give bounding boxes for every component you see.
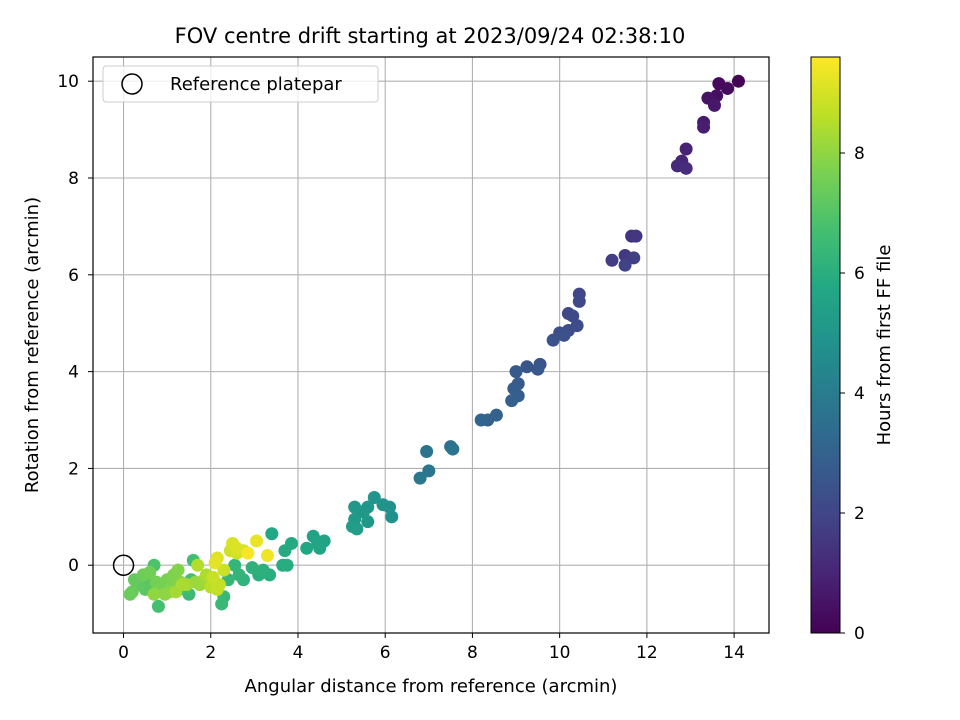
- data-point: [313, 541, 327, 555]
- data-point: [413, 471, 427, 485]
- data-point: [721, 81, 735, 95]
- data-point: [627, 251, 641, 265]
- colorbar-label: Hours from first FF file: [874, 245, 895, 446]
- data-point: [241, 546, 255, 560]
- data-point: [697, 120, 711, 134]
- data-point: [143, 565, 157, 579]
- data-point: [566, 309, 580, 323]
- data-point: [228, 558, 242, 572]
- x-axis-label: Angular distance from reference (arcmin): [245, 676, 618, 697]
- data-point: [171, 563, 185, 577]
- colorbar-tick-label: 4: [854, 384, 865, 404]
- x-tick-label: 4: [293, 643, 304, 663]
- data-point: [348, 500, 362, 514]
- data-point: [531, 362, 545, 376]
- legend: Reference platepar: [102, 65, 379, 103]
- data-point: [206, 570, 220, 584]
- x-tick-label: 2: [205, 643, 216, 663]
- plot-frame: [92, 56, 770, 634]
- x-tick-label: 14: [723, 643, 745, 663]
- colorbar-ticks: 0 2 4 6 8: [840, 144, 865, 644]
- chart-title: FOV centre drift starting at 2023/09/24 …: [175, 24, 686, 48]
- x-tick-label: 0: [118, 643, 129, 663]
- data-point: [300, 541, 314, 555]
- data-point: [422, 464, 436, 478]
- data-point: [679, 161, 693, 175]
- data-point: [245, 561, 259, 575]
- colorbar-tick-label: 8: [854, 144, 865, 164]
- data-point: [217, 563, 231, 577]
- data-point: [376, 498, 390, 512]
- colorbar-tick-label: 2: [854, 504, 865, 524]
- data-point: [191, 558, 205, 572]
- data-point: [265, 527, 279, 541]
- y-axis-label: Rotation from reference (arcmin): [22, 197, 43, 493]
- data-point: [260, 549, 274, 563]
- points-layer: [123, 74, 745, 613]
- data-point: [446, 442, 460, 456]
- x-tick-label: 8: [467, 643, 478, 663]
- data-point: [385, 510, 399, 524]
- data-point: [420, 444, 434, 458]
- y-tick-label: 0: [68, 556, 79, 576]
- y-tick-label: 6: [68, 266, 79, 286]
- x-axis: 0 2 4 6 8 10 12 14: [118, 633, 745, 663]
- data-point: [629, 229, 643, 243]
- y-tick-label: 10: [57, 72, 79, 92]
- data-point: [679, 142, 693, 156]
- data-point: [151, 599, 165, 613]
- data-point: [250, 534, 264, 548]
- data-point: [557, 328, 571, 342]
- reference-layer: [112, 554, 135, 576]
- data-point: [618, 258, 632, 272]
- data-point: [509, 365, 523, 379]
- reference-marker: [112, 554, 135, 576]
- data-point: [280, 558, 294, 572]
- data-point: [520, 360, 534, 374]
- data-point: [175, 578, 189, 592]
- data-point: [546, 333, 560, 347]
- x-tick-label: 10: [549, 643, 571, 663]
- data-point: [731, 74, 745, 88]
- legend-entry: Reference platepar: [170, 74, 342, 95]
- data-point: [208, 556, 222, 570]
- data-point: [605, 253, 619, 267]
- data-point: [123, 587, 137, 601]
- colorbar-tick-label: 0: [854, 624, 865, 644]
- colorbar-gradient: [810, 56, 841, 634]
- data-point: [278, 544, 292, 558]
- x-tick-label: 6: [380, 643, 391, 663]
- data-point: [361, 515, 375, 529]
- colorbar-tick-label: 6: [854, 264, 865, 284]
- legend-marker: [121, 73, 143, 95]
- data-point: [474, 413, 488, 427]
- data-point: [350, 522, 364, 536]
- data-point: [367, 490, 381, 504]
- data-point: [230, 541, 244, 555]
- colorbar: 0 2 4 6 8 Hours from first FF file: [810, 56, 895, 644]
- y-axis: 0 2 4 6 8 10: [57, 72, 93, 576]
- y-tick-label: 4: [68, 363, 79, 383]
- data-point: [158, 587, 172, 601]
- data-point: [707, 98, 721, 112]
- legend-box: [102, 65, 379, 103]
- data-point: [232, 568, 246, 582]
- y-tick-label: 2: [68, 459, 79, 479]
- grid: [93, 57, 769, 633]
- data-point: [147, 587, 161, 601]
- data-point: [215, 597, 229, 611]
- data-point: [572, 294, 586, 308]
- data-point: [256, 563, 270, 577]
- data-point: [505, 394, 519, 408]
- y-tick-label: 8: [68, 169, 79, 189]
- x-tick-label: 12: [636, 643, 658, 663]
